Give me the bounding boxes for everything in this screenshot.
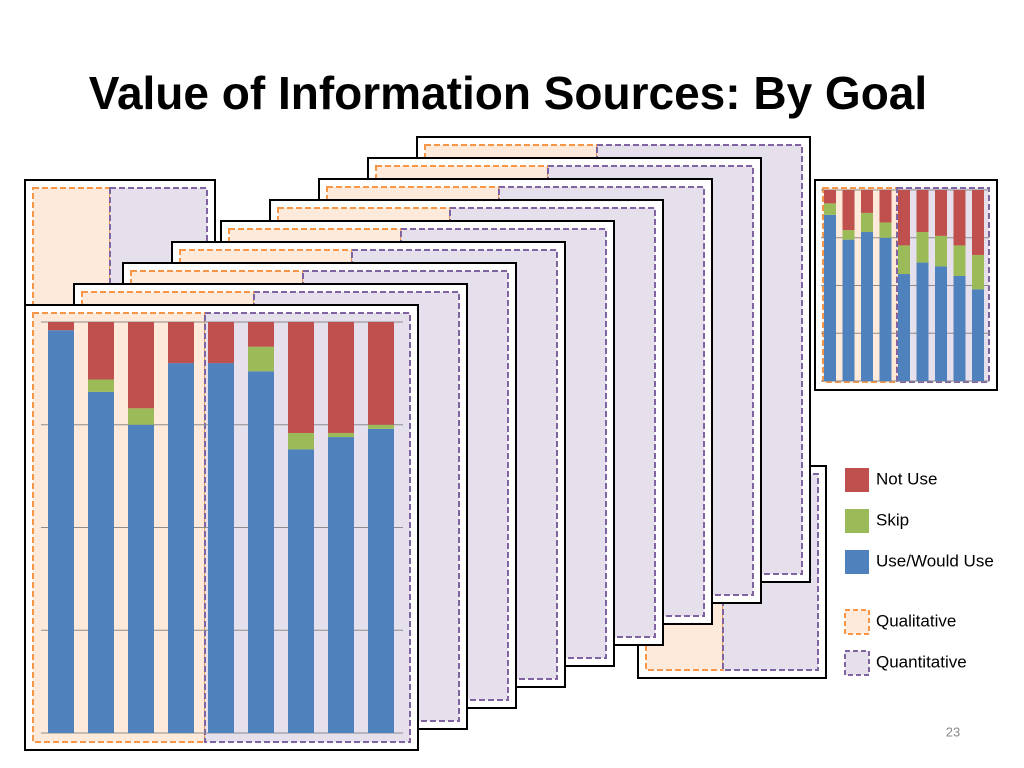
bar-segment	[288, 449, 314, 733]
bar-segment	[842, 239, 855, 381]
bar-segment	[842, 230, 855, 240]
page-number: 23	[946, 724, 960, 739]
bar-segment	[879, 190, 892, 223]
charts	[24, 179, 998, 751]
bar-segment	[953, 190, 966, 246]
bar-segment	[953, 245, 966, 276]
bar-segment	[88, 322, 114, 380]
bar-segment	[824, 214, 836, 381]
bar-segment	[328, 437, 354, 733]
bar-segment	[288, 432, 314, 450]
legend-label: Skip	[876, 510, 909, 529]
bar-segment	[879, 222, 892, 238]
bar-segment	[248, 346, 274, 372]
legend-swatch	[845, 468, 869, 492]
stacked-bar-chart	[814, 179, 998, 391]
bar-segment	[898, 245, 910, 275]
bar-segment	[368, 428, 394, 733]
bar-segment	[916, 232, 929, 263]
bar-segment	[953, 275, 966, 381]
bar-segment	[935, 235, 947, 267]
bar-segment	[368, 322, 394, 425]
stacked-bar-chart	[24, 304, 419, 751]
bar-segment	[972, 289, 984, 381]
bar-segment	[935, 266, 947, 381]
bar-segment	[861, 232, 873, 381]
bar-segment	[88, 391, 114, 733]
bar-segment	[208, 363, 234, 733]
bar-segment	[861, 190, 873, 213]
bar-segment	[879, 237, 892, 381]
bar-segment	[48, 322, 74, 331]
bar-segment	[972, 254, 984, 290]
bar-segment	[128, 322, 154, 409]
legend: Not Use Skip Use/Would Use Qualitative Quant…	[844, 468, 994, 676]
legend-swatch	[845, 509, 869, 533]
legend-swatch	[844, 609, 870, 635]
bar-segment	[916, 262, 929, 381]
bar-segment	[824, 190, 836, 204]
bar-segment	[248, 371, 274, 733]
legend-label: Use/Would Use	[876, 551, 994, 570]
bar-segment	[208, 322, 234, 364]
bar-segment	[288, 322, 314, 433]
bar-segment	[328, 322, 354, 433]
bar-segment	[168, 363, 194, 733]
legend-label: Quantitative	[876, 652, 967, 671]
bar-segment	[898, 190, 910, 246]
bar-segment	[48, 330, 74, 733]
bar-segment	[824, 203, 836, 215]
legend-swatch	[844, 650, 870, 676]
bar-segment	[168, 322, 194, 364]
bar-segment	[248, 322, 274, 347]
bar-segment	[128, 408, 154, 425]
bar-segment	[328, 432, 354, 438]
bar-segment	[898, 274, 910, 381]
bar-segment	[128, 424, 154, 733]
slide-title: Value of Information Sources: By Goal	[89, 67, 927, 119]
legend-label: Not Use	[876, 469, 937, 488]
bar-segment	[88, 379, 114, 392]
legend-swatch	[845, 550, 869, 574]
legend-label: Qualitative	[876, 611, 956, 630]
bar-segment	[916, 190, 929, 233]
bar-segment	[842, 190, 855, 231]
bar-segment	[861, 212, 873, 233]
bar-segment	[972, 190, 984, 255]
bar-segment	[935, 190, 947, 236]
bar-segment	[368, 424, 394, 429]
